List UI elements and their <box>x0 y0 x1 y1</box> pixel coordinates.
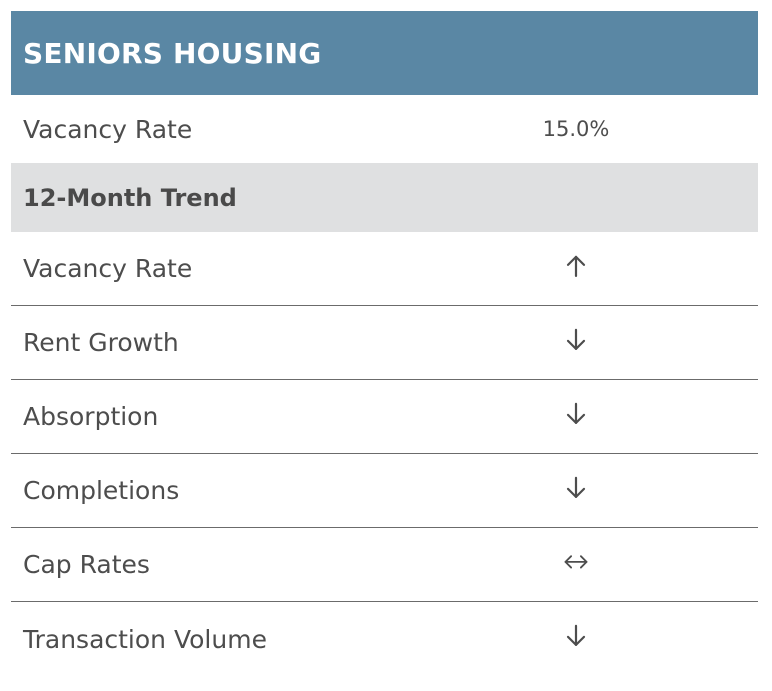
trend-row-label: Transaction Volume <box>23 624 267 654</box>
arrow-left-right-icon <box>563 548 589 574</box>
arrow-down-icon <box>563 623 589 649</box>
card-header: SENIORS HOUSING <box>11 11 758 95</box>
trend-row-absorption: Absorption <box>11 380 758 454</box>
trend-row-label: Completions <box>23 476 180 505</box>
trend-row-label: Absorption <box>23 402 159 431</box>
trend-row-rent-growth: Rent Growth <box>11 306 758 380</box>
trend-section-header: 12-Month Trend <box>11 163 758 232</box>
arrow-down-icon <box>563 474 589 500</box>
summary-value: 15.0% <box>542 117 610 141</box>
arrow-down-icon <box>563 400 589 426</box>
seniors-housing-card: SENIORS HOUSING Vacancy Rate 15.0% 12-Mo… <box>11 11 758 676</box>
trend-row-transaction-volume: Transaction Volume <box>11 602 758 676</box>
vacancy-rate-summary-row: Vacancy Rate 15.0% <box>11 95 758 163</box>
trend-row-label: Vacancy Rate <box>23 254 193 283</box>
trend-row-completions: Completions <box>11 454 758 528</box>
arrow-down-icon <box>563 326 589 352</box>
trend-row-vacancy-rate: Vacancy Rate <box>11 232 758 306</box>
trend-row-label: Rent Growth <box>23 328 179 357</box>
card-title: SENIORS HOUSING <box>23 36 322 70</box>
trend-section-title: 12-Month Trend <box>23 183 237 212</box>
summary-label: Vacancy Rate <box>23 114 193 144</box>
trend-row-label: Cap Rates <box>23 550 150 579</box>
arrow-up-icon <box>563 252 589 278</box>
trend-row-cap-rates: Cap Rates <box>11 528 758 602</box>
